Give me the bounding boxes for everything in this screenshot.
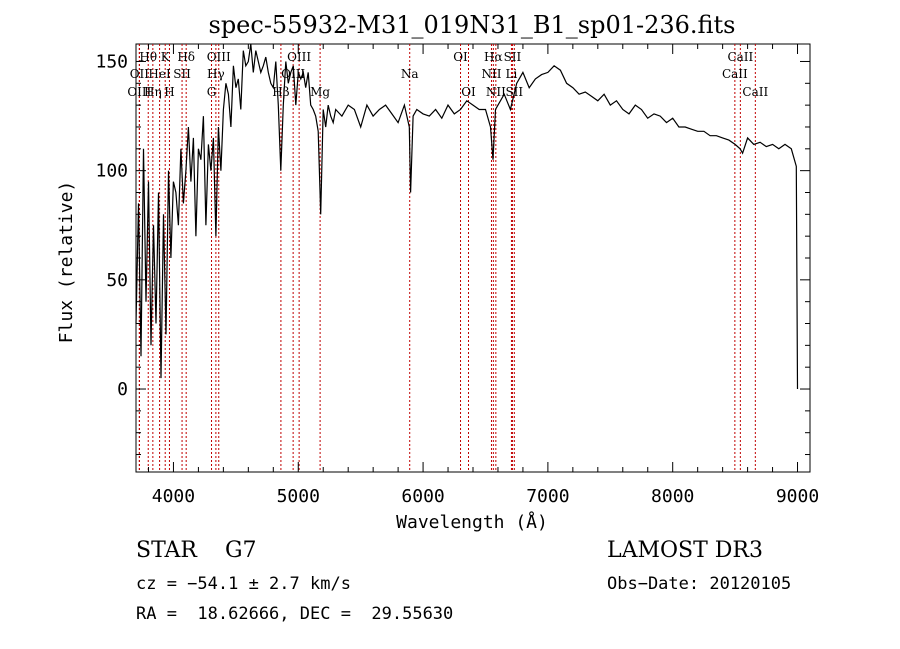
line-label-3: K: [161, 50, 171, 64]
y-axis-label: Flux (relative): [56, 181, 77, 344]
line-label-19: Hα: [484, 50, 503, 64]
y-tick-label: 0: [117, 379, 128, 400]
survey-label: LAMOST DR3: [607, 538, 763, 563]
line-label-9: OIII: [207, 50, 231, 64]
x-tick-label: 6000: [401, 486, 444, 507]
line-label-12: OIII: [287, 50, 311, 64]
line-label-26: CaII: [722, 67, 748, 81]
x-tick-label: 9000: [776, 486, 819, 507]
line-label-21: NII: [486, 85, 506, 99]
coordinates-label: RA = 18.62666, DEC = 29.55630: [136, 604, 454, 624]
x-tick-label: 7000: [526, 486, 569, 507]
line-label-2: OIII: [127, 85, 151, 99]
y-tick-label: 150: [95, 51, 128, 72]
line-label-25: CaII: [727, 50, 753, 64]
line-label-16: Na: [401, 67, 419, 81]
line-label-22: SII: [504, 50, 522, 64]
line-label-0: Hθ: [139, 50, 157, 64]
y-axis-ticks: 0 50 100 150: [95, 51, 810, 456]
line-label-15: Mg: [310, 85, 330, 99]
obs-date-label: Obs−Date: 20120105: [607, 574, 792, 594]
emission-line-markers: [138, 44, 756, 472]
line-label-23: Li: [506, 67, 518, 81]
chart-title: spec-55932-M31_019N31_B1_sp01-236.fits: [209, 11, 736, 39]
classification-label: STAR G7: [136, 538, 257, 563]
x-tick-label: 5000: [277, 486, 320, 507]
redshift-label: cz = −54.1 ± 2.7 km/s: [136, 574, 351, 594]
line-label-1: OII: [130, 67, 150, 81]
y-tick-label: 100: [95, 161, 128, 182]
x-axis-ticks: 4000 5000 6000 7000 8000 9000: [147, 44, 819, 507]
x-tick-label: 8000: [651, 486, 694, 507]
line-label-4: HeI: [148, 67, 171, 81]
line-label-11: G: [207, 85, 217, 99]
y-tick-label: 50: [106, 270, 128, 291]
line-label-20: NII: [481, 67, 501, 81]
plot-frame: [135, 43, 811, 473]
line-label-18: OI: [461, 85, 476, 99]
line-label-6: H: [164, 85, 174, 99]
line-label-17: OI: [453, 50, 468, 64]
line-label-10: Hγ: [207, 67, 225, 81]
line-label-5: Hη: [144, 85, 162, 99]
line-label-8: SII: [173, 67, 191, 81]
x-tick-label: 4000: [152, 486, 195, 507]
spectrum-line: [135, 43, 799, 390]
line-label-14: Hβ: [272, 85, 289, 99]
line-label-7: Hδ: [177, 50, 195, 64]
line-label-27: CaII: [742, 85, 768, 99]
x-axis-label: Wavelength (Å): [396, 511, 548, 533]
